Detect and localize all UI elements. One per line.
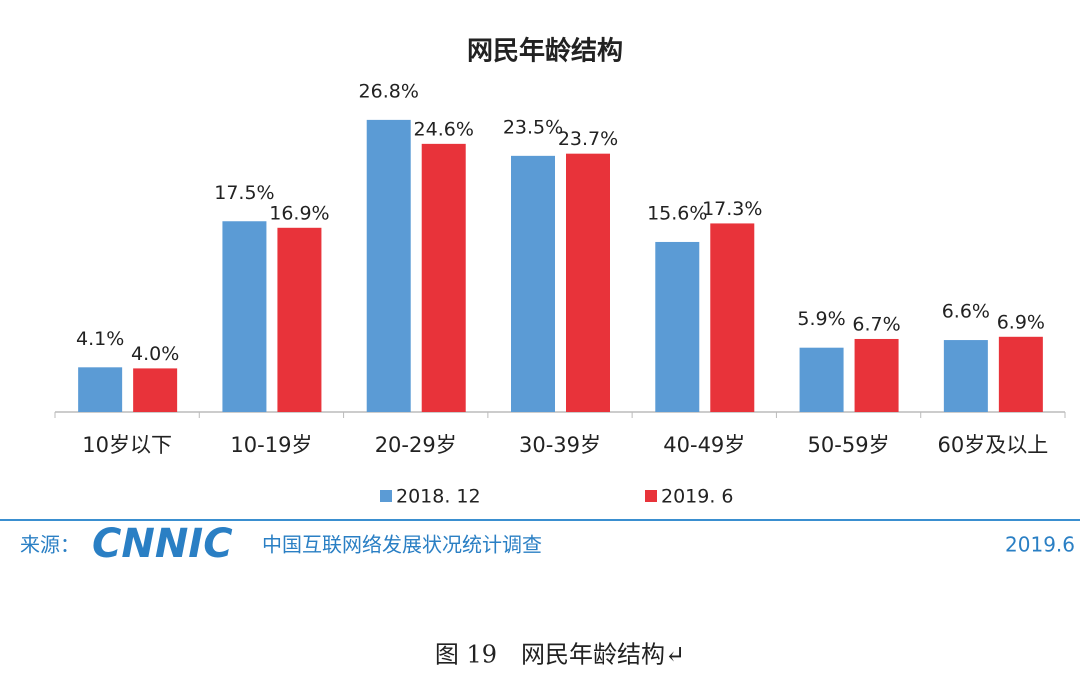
- x-tick-label: 20-29岁: [375, 433, 457, 457]
- report-date: 2019.6: [1005, 533, 1075, 557]
- bar: [222, 221, 267, 412]
- bar: [854, 338, 899, 412]
- bar: [511, 155, 555, 412]
- bar: [366, 119, 411, 412]
- value-label: 26.8%: [359, 80, 419, 102]
- value-label: 15.6%: [647, 202, 707, 224]
- bar: [943, 340, 988, 412]
- x-tick-label: 60岁及以上: [937, 433, 1048, 457]
- value-label: 17.5%: [214, 182, 274, 204]
- bar: [566, 153, 610, 413]
- caption: 图 19 网民年龄结构↵: [435, 641, 685, 669]
- bar: [421, 143, 466, 413]
- value-label: 23.5%: [503, 116, 563, 138]
- x-tick-label: 10-19岁: [230, 433, 312, 457]
- bar: [655, 241, 700, 412]
- value-label: 17.3%: [702, 198, 762, 220]
- x-tick-label: 50-59岁: [808, 433, 890, 457]
- bar: [277, 227, 322, 412]
- value-label: 6.9%: [997, 311, 1045, 333]
- legend-label: 2019. 6: [661, 486, 734, 508]
- legend-swatch: [380, 490, 392, 502]
- bar: [799, 347, 844, 412]
- bar: [998, 336, 1043, 412]
- chart-title: 网民年龄结构: [467, 36, 623, 67]
- value-label: 16.9%: [269, 202, 329, 224]
- logo: CNNIC: [92, 521, 233, 567]
- value-label: 5.9%: [797, 308, 845, 330]
- value-label: 6.7%: [852, 313, 900, 335]
- value-label: 6.6%: [942, 301, 990, 323]
- source-label: 来源：: [20, 533, 80, 557]
- value-label: 4.1%: [76, 328, 124, 350]
- value-label: 23.7%: [558, 128, 618, 150]
- value-label: 24.6%: [414, 118, 474, 140]
- legend-label: 2018. 12: [396, 486, 481, 508]
- x-tick-label: 30-39岁: [519, 433, 601, 457]
- x-tick-label: 10岁以下: [82, 433, 172, 457]
- survey-name: 中国互联网络发展状况统计调查: [262, 533, 542, 557]
- bar: [133, 368, 178, 412]
- bar: [78, 367, 123, 412]
- x-tick-label: 40-49岁: [663, 433, 745, 457]
- legend-swatch: [645, 490, 657, 502]
- bar: [710, 223, 755, 412]
- value-label: 4.0%: [131, 343, 179, 365]
